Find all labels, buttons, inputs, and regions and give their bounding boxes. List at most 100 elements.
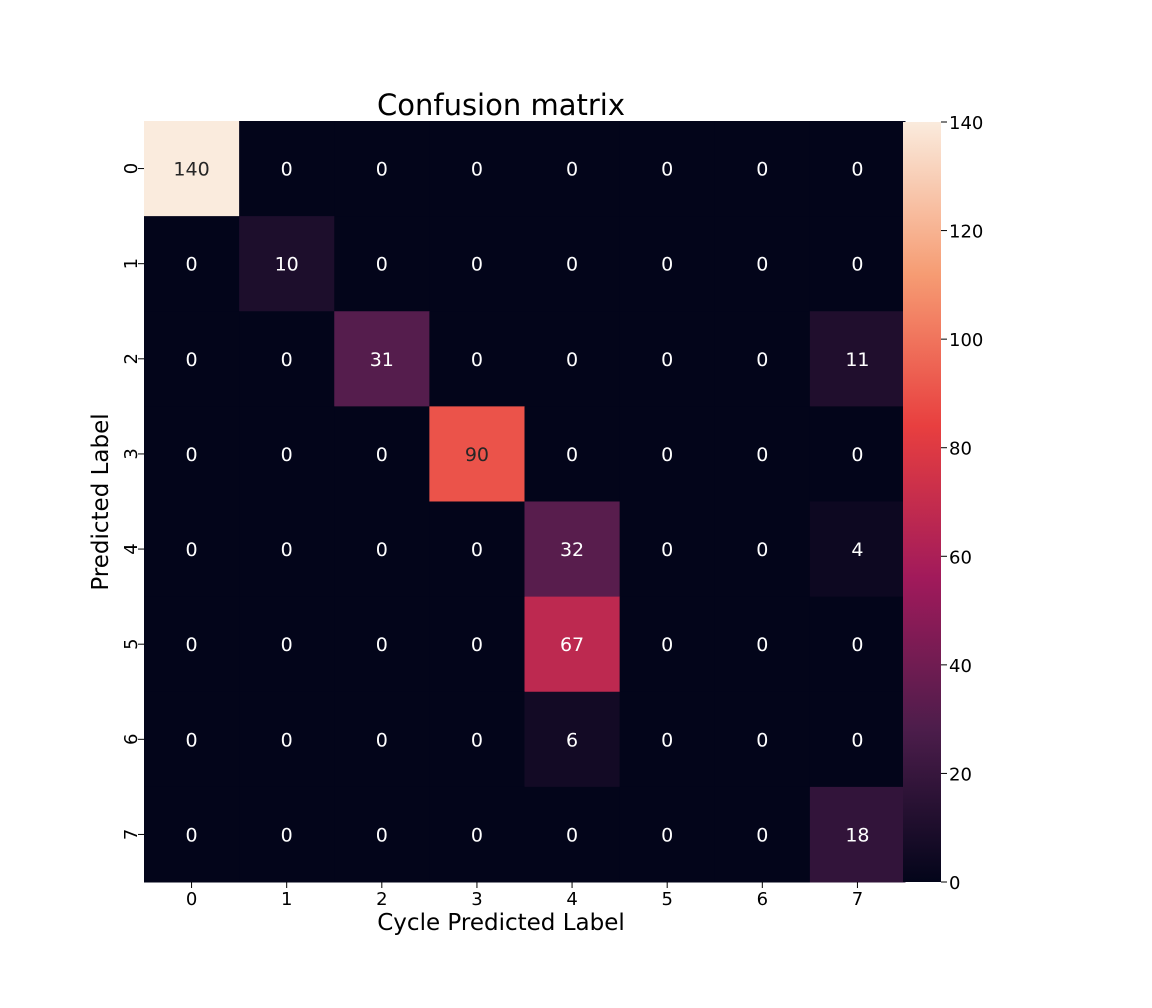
heatmap-cell [334,406,430,502]
cell-value: 0 [756,539,768,561]
y-tick-label: 1 [121,258,142,269]
heatmap-cell [429,121,525,217]
cell-value: 0 [186,444,198,466]
heatmap-cell [524,501,621,598]
heatmap-cell [619,311,716,407]
heatmap-cell [619,786,716,883]
cell-value: 0 [376,444,388,466]
cell-value: 0 [756,254,768,276]
cell-value: 0 [281,729,293,751]
cell-value: 0 [376,824,388,846]
chart-title: Confusion matrix [377,88,625,122]
colorbar-tick-label: 80 [949,439,972,460]
heatmap-cells [144,121,906,883]
heatmap-cell [334,216,430,312]
cell-value: 0 [851,729,863,751]
heatmap-cell [524,691,621,788]
cell-value: 6 [566,729,578,751]
heatmap-cell [809,501,906,598]
cell-value: 18 [845,824,869,846]
heatmap-cell [144,311,240,407]
heatmap-cell [239,501,335,598]
heatmap-cell [619,121,716,217]
y-axis-label: Predicted Label [88,413,114,590]
x-axis-label: Cycle Predicted Label [377,910,625,936]
heatmap-cell [144,691,240,788]
heatmap-cell [809,786,906,883]
x-tick-label: 6 [757,889,768,910]
cell-value: 0 [186,729,198,751]
cell-value: 0 [281,349,293,371]
cell-value: 0 [756,634,768,656]
heatmap-cell [714,216,811,312]
cell-value: 0 [471,824,483,846]
x-tick-label: 7 [852,889,863,910]
x-tick-label: 3 [471,889,482,910]
heatmap-cell [524,311,621,407]
y-tick-label: 4 [121,543,142,554]
x-tick-label: 5 [661,889,672,910]
cell-value: 0 [566,159,578,181]
heatmap-cell [714,786,811,883]
heatmap-cell [429,501,525,598]
cell-value: 0 [756,824,768,846]
cell-value: 0 [756,349,768,371]
cell-value: 0 [281,539,293,561]
x-tick-label: 0 [186,889,197,910]
cell-value: 0 [756,729,768,751]
heatmap-cell [714,121,811,217]
cell-value: 0 [661,159,673,181]
cell-value: 0 [186,539,198,561]
heatmap-cell [809,121,906,217]
colorbar-tick-label: 120 [949,222,983,243]
y-tick-label: 3 [121,448,142,459]
heatmap-cell [144,501,240,598]
cell-value: 0 [756,444,768,466]
cell-value: 0 [661,444,673,466]
cell-value: 0 [186,254,198,276]
heatmap-cell [334,596,430,693]
cell-value: 0 [471,539,483,561]
heatmap-cell [524,596,621,693]
cell-value: 0 [186,349,198,371]
cell-value: 10 [275,254,299,276]
cell-value: 0 [471,634,483,656]
cell-value: 0 [851,444,863,466]
cell-value: 0 [851,159,863,181]
cell-value: 0 [376,159,388,181]
cell-value: 32 [560,539,584,561]
heatmap-cell [144,596,240,693]
heatmap-cell [619,691,716,788]
heatmap-cell [619,216,716,312]
x-tick-label: 4 [566,889,577,910]
y-tick-label: 6 [121,734,142,745]
y-tick-label: 7 [121,829,142,840]
heatmap-cell [144,406,240,502]
cell-value: 0 [186,634,198,656]
heatmap-cell [334,311,430,407]
heatmap-cell [239,311,335,407]
heatmap-cell [334,501,430,598]
heatmap-cell [619,596,716,693]
heatmap-cell [144,216,240,312]
cell-value: 11 [845,349,869,371]
heatmap-cell [809,311,906,407]
cell-value: 0 [661,729,673,751]
colorbar-tick-label: 140 [949,113,983,134]
heatmap-cell [239,406,335,502]
colorbar [903,122,941,882]
cell-value: 0 [376,729,388,751]
cell-value: 0 [471,729,483,751]
heatmap-cell [809,596,906,693]
heatmap-cell [524,216,621,312]
y-tick-label: 5 [121,638,142,649]
x-tick-label: 1 [281,889,292,910]
cell-value: 0 [186,824,198,846]
x-axis-ticks: 0 1 2 3 4 5 6 7 [186,882,863,910]
heatmap-cell [429,216,525,312]
heatmap-cell [809,691,906,788]
cell-value: 0 [661,349,673,371]
cell-value: 0 [566,349,578,371]
colorbar-tick-label: 40 [949,656,972,677]
